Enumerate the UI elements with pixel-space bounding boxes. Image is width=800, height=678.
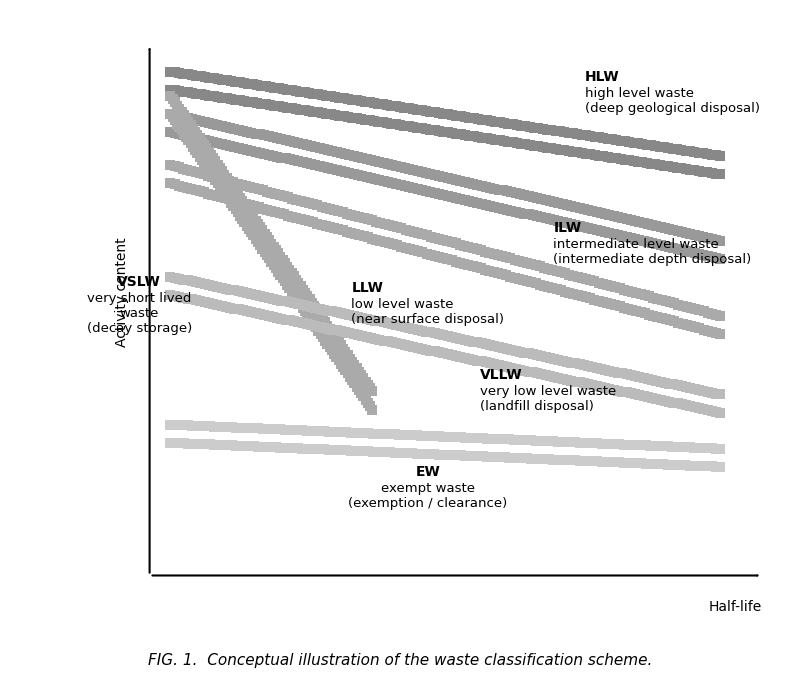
Text: very low level waste
(landfill disposal): very low level waste (landfill disposal) xyxy=(480,385,617,414)
Text: Half-life: Half-life xyxy=(709,599,762,614)
Text: Activity content: Activity content xyxy=(114,237,129,346)
Text: high level waste
(deep geological disposal): high level waste (deep geological dispos… xyxy=(585,87,759,115)
Text: VLLW: VLLW xyxy=(480,368,523,382)
Text: LLW: LLW xyxy=(351,281,383,295)
Text: HLW: HLW xyxy=(585,70,619,83)
Text: intermediate level waste
(intermediate depth disposal): intermediate level waste (intermediate d… xyxy=(554,237,751,266)
Text: very short lived
waste
(decay storage): very short lived waste (decay storage) xyxy=(86,292,192,335)
Text: exempt waste
(exemption / clearance): exempt waste (exemption / clearance) xyxy=(348,482,508,510)
Text: ILW: ILW xyxy=(554,220,582,235)
Text: FIG. 1.  Conceptual illustration of the waste classification scheme.: FIG. 1. Conceptual illustration of the w… xyxy=(148,653,652,668)
Text: low level waste
(near surface disposal): low level waste (near surface disposal) xyxy=(351,298,505,326)
Text: VSLW: VSLW xyxy=(118,275,161,289)
Text: EW: EW xyxy=(416,465,440,479)
